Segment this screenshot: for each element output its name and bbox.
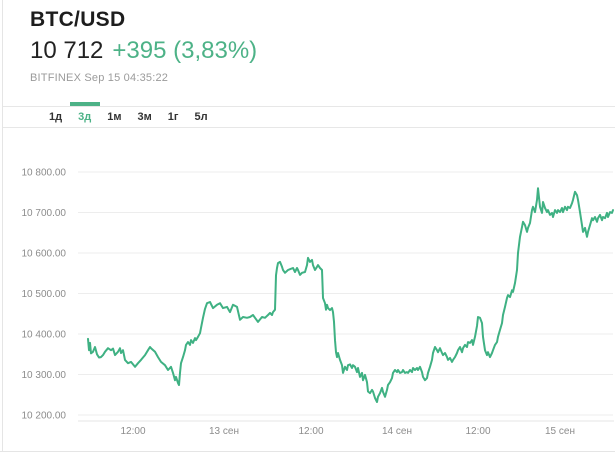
- tab-1д[interactable]: 1д: [49, 111, 63, 123]
- svg-text:12:00: 12:00: [465, 426, 490, 437]
- tab-3д[interactable]: 3д: [69, 102, 100, 123]
- svg-text:10 500.00: 10 500.00: [22, 289, 67, 300]
- bottom-separator: [0, 451, 615, 452]
- svg-text:10 800.00: 10 800.00: [22, 168, 67, 179]
- svg-text:12:00: 12:00: [298, 426, 323, 437]
- svg-text:10 600.00: 10 600.00: [22, 249, 67, 260]
- tab-5л[interactable]: 5л: [194, 111, 208, 123]
- price-row: 10 712 +395 (3,83%): [30, 37, 257, 65]
- tab-1г[interactable]: 1г: [167, 111, 179, 123]
- quote-header: BTC/USD 10 712 +395 (3,83%) BITFINEX Sep …: [30, 8, 257, 84]
- svg-text:15 сен: 15 сен: [545, 426, 575, 437]
- svg-text:10 700.00: 10 700.00: [22, 208, 67, 219]
- svg-text:10 200.00: 10 200.00: [22, 411, 67, 422]
- price-value: 10 712: [30, 37, 104, 64]
- tab-1м[interactable]: 1м: [107, 111, 122, 123]
- svg-text:14 сен: 14 сен: [382, 426, 412, 437]
- exchange-timestamp: BITFINEX Sep 15 04:35:22: [30, 72, 169, 84]
- y-axis-labels: 10 800.00 10 700.00 10 600.00 10 500.00 10 4…: [22, 168, 67, 422]
- svg-text:13 сен: 13 сен: [209, 426, 239, 437]
- tab-3м[interactable]: 3м: [137, 111, 152, 123]
- price-change: +395 (3,83%): [112, 37, 258, 64]
- pair-title: BTC/USD: [30, 8, 126, 31]
- svg-text:10 300.00: 10 300.00: [22, 370, 67, 381]
- period-tab-bar: 1д 3д 1м 3м 1г 5л: [3, 102, 615, 128]
- svg-text:10 400.00: 10 400.00: [22, 330, 67, 341]
- left-border: [2, 0, 3, 451]
- x-axis-labels: 12:00 13 сен 12:00 14 сен 12:00 15 сен: [120, 426, 575, 437]
- gridlines: [78, 171, 613, 416]
- active-tab-indicator: [69, 102, 100, 106]
- price-line-series: [87, 187, 614, 403]
- svg-text:12:00: 12:00: [120, 426, 145, 437]
